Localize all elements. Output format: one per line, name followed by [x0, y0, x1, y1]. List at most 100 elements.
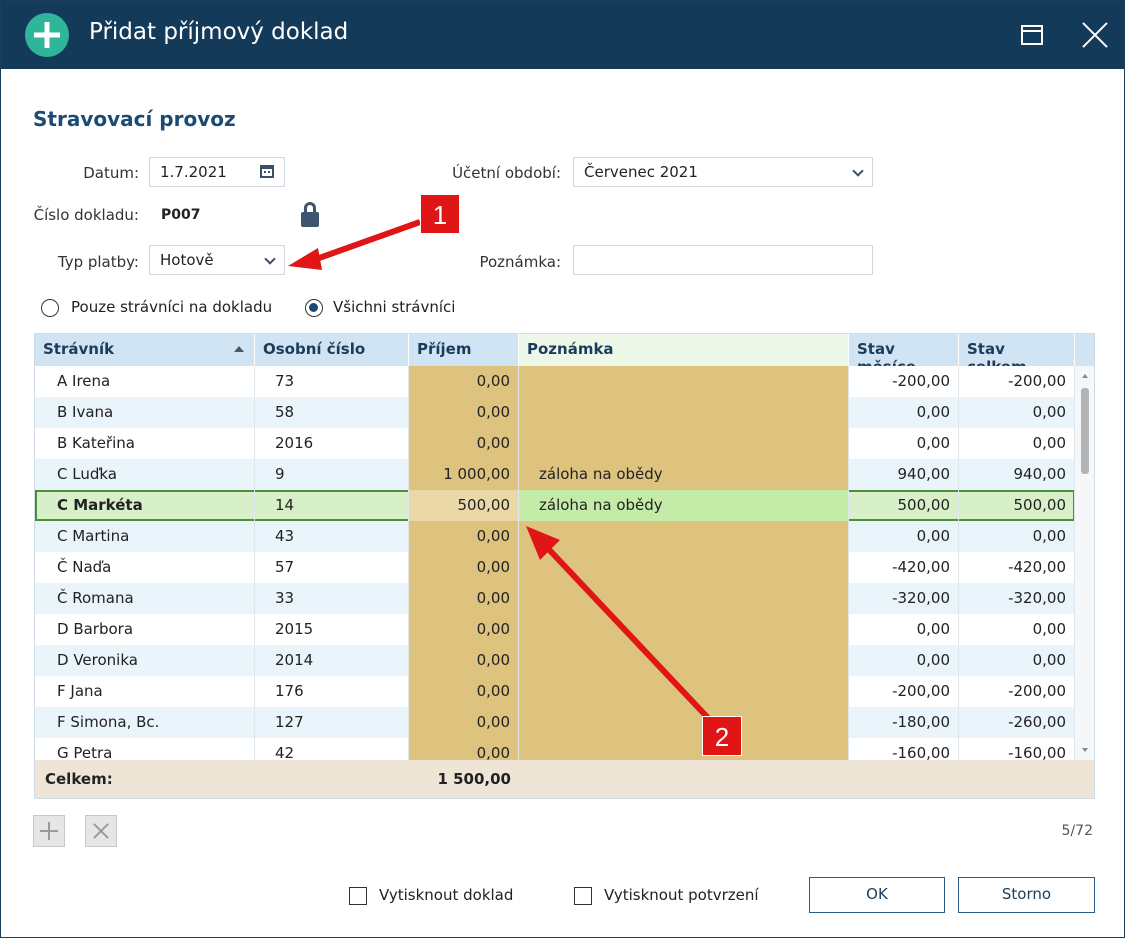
cell-note[interactable]: [519, 521, 849, 552]
delete-row-button[interactable]: [85, 815, 117, 847]
typ-platby-value: Hotově: [160, 251, 214, 269]
cancel-button[interactable]: Storno: [958, 877, 1095, 913]
table-row[interactable]: Č Romana 33 0,00 -320,00 -320,00: [35, 583, 1075, 614]
cell-mesic: -200,00: [849, 366, 959, 397]
cell-note[interactable]: záloha na obědy: [519, 490, 849, 521]
cell-mesic: 500,00: [849, 490, 959, 521]
print-doc-checkbox[interactable]: [349, 887, 367, 905]
col-header-stravnik[interactable]: Strávník: [35, 334, 255, 366]
cell-note[interactable]: [519, 583, 849, 614]
cell-mesic: 0,00: [849, 428, 959, 459]
table-row[interactable]: B Kateřina 2016 0,00 0,00 0,00: [35, 428, 1075, 459]
table-row[interactable]: Č Naďa 57 0,00 -420,00 -420,00: [35, 552, 1075, 583]
cell-prijem[interactable]: 0,00: [409, 521, 519, 552]
cell-note[interactable]: záloha na obědy: [519, 459, 849, 490]
cell-num: 43: [255, 521, 409, 552]
table-row[interactable]: B Ivana 58 0,00 0,00 0,00: [35, 397, 1075, 428]
add-circle-icon: [25, 13, 69, 57]
col-header-prijem[interactable]: Příjem: [409, 334, 519, 366]
cell-note[interactable]: [519, 676, 849, 707]
cell-prijem[interactable]: 0,00: [409, 676, 519, 707]
cell-note[interactable]: [519, 645, 849, 676]
cell-prijem[interactable]: 0,00: [409, 707, 519, 738]
cislo-label: Číslo dokladu:: [1, 206, 139, 224]
cell-name: Č Naďa: [35, 552, 255, 583]
cell-num: 57: [255, 552, 409, 583]
scroll-up-icon[interactable]: [1082, 374, 1088, 378]
datum-label: Datum:: [61, 164, 139, 182]
cell-note[interactable]: [519, 428, 849, 459]
datum-value: 1.7.2021: [160, 163, 227, 181]
scroll-down-icon[interactable]: [1082, 748, 1088, 752]
ok-button[interactable]: OK: [809, 877, 945, 913]
cell-celkem: -320,00: [959, 583, 1075, 614]
col-header-spacer: [1075, 334, 1095, 366]
cell-name: F Jana: [35, 676, 255, 707]
cell-mesic: -320,00: [849, 583, 959, 614]
scroll-thumb[interactable]: [1081, 388, 1089, 474]
cell-note[interactable]: [519, 614, 849, 645]
print-confirm-checkbox[interactable]: [574, 887, 592, 905]
table-scrollbar[interactable]: [1075, 366, 1095, 760]
cell-prijem[interactable]: 0,00: [409, 614, 519, 645]
cell-celkem: -200,00: [959, 366, 1075, 397]
cell-prijem[interactable]: 0,00: [409, 645, 519, 676]
print-confirm-label: Vytisknout potvrzení: [604, 886, 759, 904]
table-row[interactable]: D Barbora 2015 0,00 0,00 0,00: [35, 614, 1075, 645]
obdobi-select[interactable]: Červenec 2021: [573, 157, 873, 187]
callout-1: 1: [420, 194, 460, 234]
table-row[interactable]: F Simona, Bc. 127 0,00 -180,00 -260,00: [35, 707, 1075, 738]
cell-num: 127: [255, 707, 409, 738]
cell-celkem: -420,00: [959, 552, 1075, 583]
typ-platby-select[interactable]: Hotově: [149, 245, 285, 275]
cell-celkem: 940,00: [959, 459, 1075, 490]
cell-mesic: 940,00: [849, 459, 959, 490]
col-header-stav-celkem[interactable]: Stav celkem: [959, 334, 1075, 366]
record-counter: 5/72: [1041, 823, 1093, 839]
maximize-icon[interactable]: [1021, 25, 1043, 45]
cell-prijem[interactable]: 0,00: [409, 583, 519, 614]
radio-pouze-label: Pouze strávníci na dokladu: [71, 298, 272, 316]
table-row[interactable]: C Markéta 14 500,00 záloha na obědy 500,00 50…: [35, 490, 1075, 521]
cell-num: 2015: [255, 614, 409, 645]
radio-pouze[interactable]: [41, 299, 59, 317]
cell-num: 9: [255, 459, 409, 490]
table-row[interactable]: F Jana 176 0,00 -200,00 -200,00: [35, 676, 1075, 707]
sort-asc-icon: [234, 346, 244, 352]
print-doc-label: Vytisknout doklad: [379, 886, 513, 904]
cell-prijem[interactable]: 0,00: [409, 397, 519, 428]
cell-note[interactable]: [519, 397, 849, 428]
cell-note[interactable]: [519, 552, 849, 583]
cell-mesic: 0,00: [849, 645, 959, 676]
datum-field[interactable]: 1.7.2021: [149, 157, 285, 187]
poznamka-input[interactable]: [573, 245, 873, 275]
cell-mesic: -420,00: [849, 552, 959, 583]
table-row[interactable]: C Luďka 9 1 000,00 záloha na obědy 940,00 940…: [35, 459, 1075, 490]
col-header-stav-mesice[interactable]: Stav měsíce: [849, 334, 959, 366]
table-row[interactable]: D Veronika 2014 0,00 0,00 0,00: [35, 645, 1075, 676]
close-icon[interactable]: [1081, 21, 1109, 49]
col-header-osobni[interactable]: Osobní číslo: [255, 334, 409, 366]
cell-name: Č Romana: [35, 583, 255, 614]
cell-prijem[interactable]: 0,00: [409, 552, 519, 583]
cell-prijem[interactable]: 1 000,00: [409, 459, 519, 490]
cell-mesic: -180,00: [849, 707, 959, 738]
cell-prijem[interactable]: 0,00: [409, 428, 519, 459]
cell-note[interactable]: [519, 707, 849, 738]
col-header-poznamka[interactable]: Poznámka: [519, 334, 849, 366]
add-row-button[interactable]: [33, 815, 65, 847]
table-row[interactable]: A Irena 73 0,00 -200,00 -200,00: [35, 366, 1075, 397]
diners-table: Strávník Osobní číslo Příjem Poznámka St…: [34, 333, 1095, 799]
cell-note[interactable]: [519, 366, 849, 397]
typ-platby-label: Typ platby:: [31, 253, 139, 271]
cell-name: D Veronika: [35, 645, 255, 676]
calendar-icon[interactable]: [260, 165, 274, 178]
chevron-down-icon: [852, 165, 863, 176]
cell-prijem[interactable]: 0,00: [409, 366, 519, 397]
table-row[interactable]: C Martina 43 0,00 0,00 0,00: [35, 521, 1075, 552]
cell-prijem[interactable]: 500,00: [409, 490, 519, 521]
cell-name: C Martina: [35, 521, 255, 552]
radio-vsichni[interactable]: [305, 299, 323, 317]
cell-num: 14: [255, 490, 409, 521]
